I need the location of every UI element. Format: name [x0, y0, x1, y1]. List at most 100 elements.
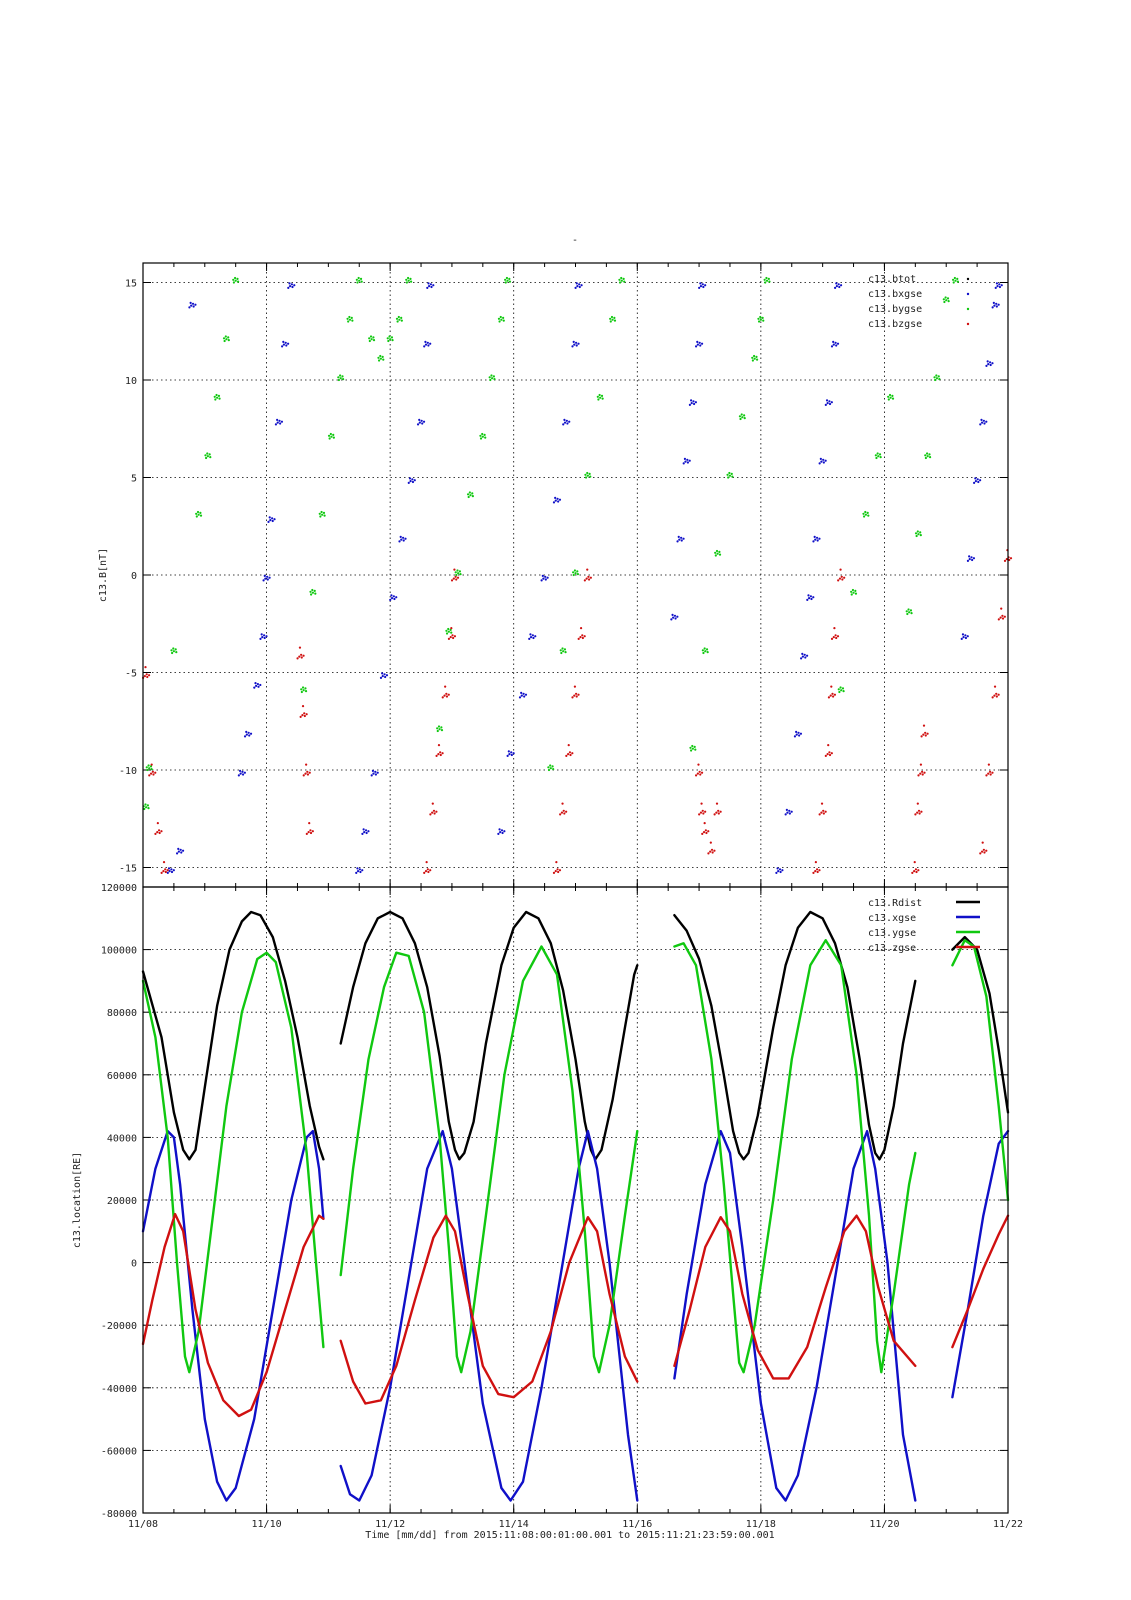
data-point	[389, 338, 392, 341]
data-point	[827, 696, 831, 699]
series-line	[951, 1129, 1010, 1399]
data-point	[928, 453, 931, 456]
data-point	[830, 345, 834, 348]
data-point	[946, 297, 950, 300]
data-point	[437, 725, 441, 728]
data-point	[986, 360, 989, 363]
data-point	[162, 870, 165, 873]
data-point	[833, 627, 836, 630]
data-point	[552, 871, 556, 875]
data-point	[674, 617, 677, 620]
data-point	[824, 810, 827, 813]
data-point	[704, 650, 707, 653]
data-point	[429, 869, 432, 872]
data-point	[816, 870, 819, 874]
data-point	[688, 459, 691, 462]
data-point	[425, 861, 428, 864]
data-point	[705, 831, 708, 835]
data-point	[1003, 615, 1006, 618]
data-point	[743, 414, 746, 417]
data-point	[302, 774, 305, 777]
data-point	[586, 471, 589, 475]
data-point	[248, 734, 251, 737]
data-point	[544, 575, 547, 578]
data-point	[544, 578, 547, 581]
data-point	[148, 774, 151, 777]
data-point	[982, 848, 985, 851]
data-point	[350, 316, 353, 319]
data-point	[170, 870, 174, 874]
data-point	[713, 849, 716, 852]
data-point	[676, 540, 679, 543]
data-point	[702, 831, 706, 834]
data-point	[503, 830, 506, 833]
data-point	[576, 573, 580, 576]
data-point	[731, 475, 734, 478]
data-point	[947, 300, 950, 303]
data-point	[282, 340, 285, 343]
data-point	[549, 764, 552, 767]
data-point	[961, 633, 965, 636]
data-point	[991, 696, 994, 699]
legend-marker	[966, 292, 970, 296]
data-point	[505, 276, 509, 280]
data-point	[500, 318, 503, 321]
x-tick-label: 11/20	[869, 1519, 899, 1530]
data-point	[926, 732, 929, 735]
data-point	[704, 284, 707, 287]
data-point	[589, 475, 592, 478]
data-point	[828, 751, 831, 754]
data-point	[300, 653, 303, 656]
data-point	[828, 402, 832, 406]
x-tick-label: 11/10	[252, 1519, 282, 1530]
data-point	[691, 744, 694, 748]
data-point	[701, 649, 704, 652]
data-point	[919, 534, 922, 537]
data-point	[381, 672, 384, 675]
data-point	[456, 569, 459, 572]
data-point	[699, 773, 702, 776]
data-point	[147, 807, 150, 810]
data-point	[532, 636, 535, 640]
data-point	[145, 766, 148, 769]
data-point	[444, 685, 447, 688]
data-point	[542, 577, 545, 580]
data-point	[445, 632, 449, 635]
data-point	[426, 286, 429, 289]
data-point	[559, 813, 562, 816]
data-point	[924, 456, 927, 460]
data-point	[707, 852, 710, 855]
data-point	[377, 359, 381, 362]
data-point	[806, 654, 809, 657]
data-point	[267, 520, 270, 524]
data-point	[981, 841, 984, 844]
data-point	[158, 831, 161, 835]
data-point	[370, 774, 373, 777]
data-point	[337, 376, 340, 379]
data-point	[834, 634, 837, 637]
series-line	[339, 945, 639, 1374]
data-point	[676, 615, 679, 618]
data-point	[995, 282, 999, 285]
data-point	[328, 437, 331, 440]
data-point	[841, 687, 845, 690]
data-point	[447, 627, 450, 631]
data-point	[308, 771, 311, 774]
data-point	[558, 869, 562, 872]
y-tick-label: 0	[131, 1259, 137, 1270]
legend-label: c13.zgse	[868, 943, 916, 954]
data-point	[555, 861, 558, 864]
data-point	[839, 686, 842, 689]
data-point	[167, 867, 171, 870]
data-point	[610, 315, 614, 319]
data-point	[934, 378, 937, 382]
x-tick-label: 11/14	[499, 1519, 529, 1530]
series-c13-zgse	[141, 1212, 1010, 1418]
data-point	[388, 335, 391, 338]
data-point	[489, 378, 492, 382]
data-point	[800, 657, 803, 660]
data-point	[694, 401, 697, 404]
data-point	[497, 832, 500, 836]
data-point	[372, 772, 375, 775]
data-point	[400, 316, 403, 319]
